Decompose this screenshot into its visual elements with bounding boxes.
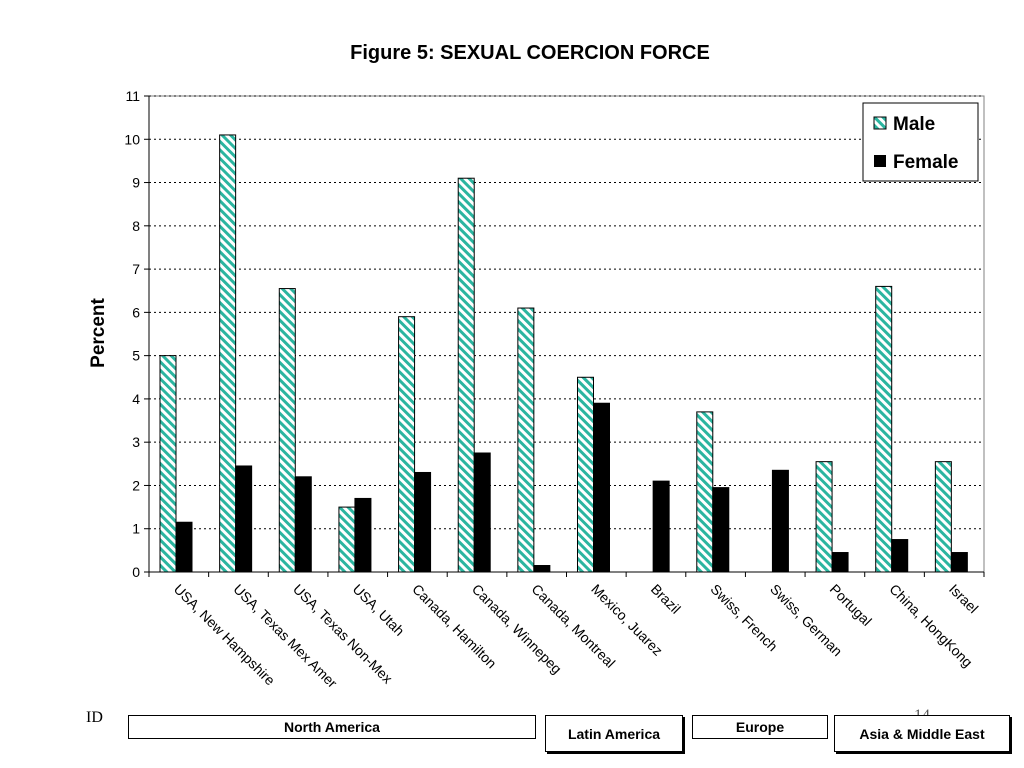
x-category-label: USA, Utah [350, 581, 408, 639]
y-tick-label: 8 [132, 218, 140, 234]
bar-male [159, 355, 177, 573]
x-category-label: USA, Texas Mex Amer [230, 581, 340, 691]
y-tick-label: 5 [132, 348, 140, 364]
bar-female [294, 476, 312, 573]
chart-title: Figure 5: SEXUAL COERCION FORCE [350, 42, 710, 64]
bar-female [831, 552, 849, 573]
bar-female [175, 521, 193, 573]
y-tick-label: 7 [132, 261, 140, 277]
x-category-label: Portugal [827, 581, 875, 629]
bar-male [934, 461, 952, 573]
y-tick-label: 0 [132, 564, 140, 580]
legend-label-female: Female [893, 152, 958, 173]
region-europe: Europe [692, 715, 828, 739]
bar-female [473, 452, 491, 573]
y-tick-label: 1 [132, 521, 140, 537]
region-north-america: North America [128, 715, 536, 739]
y-tick-label: 9 [132, 175, 140, 191]
legend-label-male: Male [893, 114, 935, 135]
bar-female [414, 471, 432, 573]
bar-female [771, 469, 789, 573]
bar-female [533, 565, 551, 573]
x-category-label: Israel [946, 581, 982, 617]
bar-female [891, 539, 909, 573]
bar-male [815, 461, 833, 573]
y-axis-label: Percent [88, 297, 109, 367]
bar-female [712, 487, 730, 573]
region-latin-america: Latin America [545, 715, 683, 752]
plot-frame [148, 95, 985, 573]
region-asia-middle-east: Asia & Middle East [834, 715, 1010, 752]
bar-male [457, 177, 475, 573]
x-category-label: Brazil [648, 581, 684, 617]
bar-female [354, 497, 372, 573]
legend-frame [862, 102, 979, 182]
legend-swatch-male [873, 116, 887, 130]
x-category-label: USA, Texas Non-Mex [290, 581, 396, 687]
bar-male [696, 411, 714, 573]
y-tick-label: 10 [124, 131, 140, 147]
bar-female [652, 480, 670, 573]
y-tick-label: 2 [132, 477, 140, 493]
y-tick-label: 3 [132, 434, 140, 450]
bar-male [875, 285, 893, 573]
y-tick-label: 4 [132, 391, 140, 407]
bar-female [235, 465, 253, 573]
bar-male [517, 307, 535, 573]
bar-male [398, 316, 416, 573]
bar-male [338, 506, 356, 573]
x-category-label: USA, New Hampshire [171, 581, 279, 689]
page-id-label: ID [86, 709, 103, 726]
chart: Figure 5: SEXUAL COERCION FORCE Percent … [88, 42, 985, 691]
bar-female [950, 552, 968, 573]
bar-male [278, 288, 296, 573]
y-tick-label: 11 [125, 88, 140, 104]
y-tick-label: 6 [132, 304, 140, 320]
legend-swatch-female [874, 155, 886, 167]
bar-male [577, 376, 594, 573]
bar-male [219, 134, 237, 573]
legend: Male Female [862, 102, 979, 182]
bar-female [593, 402, 610, 573]
